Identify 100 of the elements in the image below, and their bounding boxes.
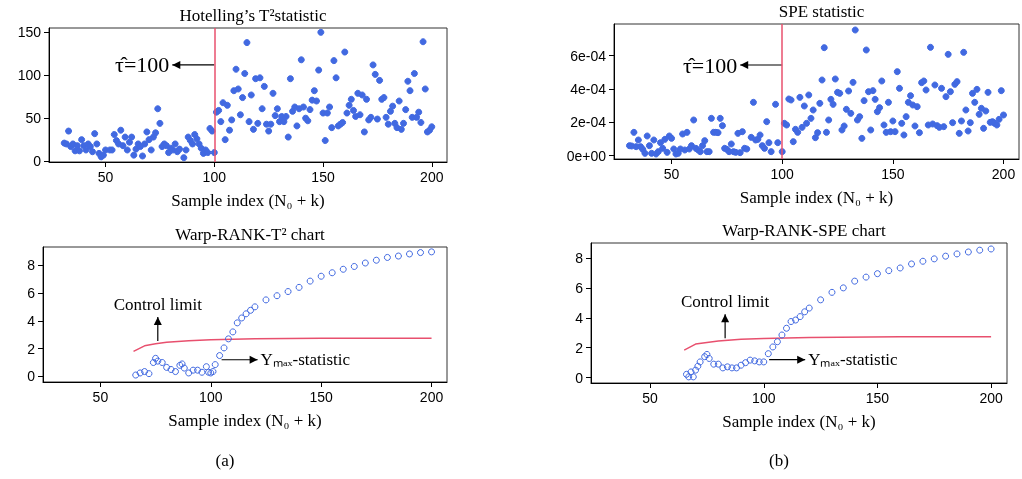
x-tick-label: 200 bbox=[419, 389, 444, 405]
point bbox=[154, 357, 162, 365]
annotation: Yₘₐₓ-statistic bbox=[808, 350, 899, 370]
point bbox=[141, 368, 149, 376]
x-tick-label: 150 bbox=[309, 389, 334, 405]
point bbox=[773, 338, 781, 346]
point bbox=[233, 319, 241, 327]
y-tick-label: 6 bbox=[575, 279, 584, 296]
point bbox=[202, 363, 210, 371]
y-tick-label: 4e-04 bbox=[570, 81, 607, 97]
point bbox=[728, 364, 736, 372]
point bbox=[783, 324, 790, 332]
x-tick-label: 200 bbox=[991, 166, 1016, 182]
y-tick-label: 8 bbox=[27, 257, 36, 274]
y-tick-label: 8 bbox=[575, 249, 584, 266]
y-tick-label: 2 bbox=[27, 340, 36, 357]
point bbox=[682, 370, 690, 378]
x-tick-label: 100 bbox=[202, 169, 227, 185]
point bbox=[428, 248, 436, 256]
point bbox=[339, 265, 347, 273]
point bbox=[792, 316, 800, 324]
point bbox=[328, 269, 336, 277]
point bbox=[152, 354, 160, 362]
y-tick-label: 50 bbox=[25, 110, 42, 127]
point bbox=[198, 368, 206, 376]
point bbox=[701, 353, 709, 361]
point bbox=[238, 314, 246, 322]
point bbox=[180, 364, 188, 372]
y-tick-label: 2e-04 bbox=[570, 114, 607, 131]
chart-title: Warp-RANK-T² chart bbox=[175, 225, 326, 244]
line-series bbox=[132, 337, 433, 353]
point bbox=[801, 308, 809, 316]
point bbox=[719, 364, 727, 372]
point bbox=[942, 252, 950, 260]
point bbox=[163, 363, 171, 371]
y-tick-label: 100 bbox=[17, 67, 42, 84]
point bbox=[251, 303, 259, 311]
point bbox=[746, 356, 754, 364]
point bbox=[211, 361, 219, 369]
line-series bbox=[683, 335, 992, 351]
point bbox=[723, 363, 731, 371]
point bbox=[194, 366, 202, 374]
point bbox=[216, 352, 224, 360]
point bbox=[361, 259, 369, 267]
point bbox=[737, 361, 745, 369]
point bbox=[828, 288, 836, 296]
chart-title: Hotelling’s T²statistic bbox=[179, 6, 327, 25]
point bbox=[705, 354, 713, 362]
annotation: τ̂=100 bbox=[682, 52, 738, 78]
point bbox=[873, 270, 881, 278]
point bbox=[145, 370, 153, 378]
y-tick-label: 0 bbox=[33, 153, 42, 170]
point bbox=[817, 296, 825, 304]
point bbox=[317, 272, 325, 280]
point bbox=[694, 362, 702, 370]
x-tick-label: 200 bbox=[420, 169, 444, 185]
point bbox=[760, 358, 768, 366]
point bbox=[710, 360, 718, 368]
x-tick-label: 100 bbox=[770, 166, 795, 182]
annotation: Yₘₐₓ-statistic bbox=[260, 350, 351, 370]
x-axis-title: Sample index (N₀ + k) bbox=[722, 412, 876, 431]
point bbox=[136, 369, 144, 377]
point bbox=[185, 369, 193, 377]
y-tick-label: 0 bbox=[575, 369, 584, 386]
point bbox=[132, 371, 140, 379]
point bbox=[839, 284, 847, 292]
x-tick-label: 50 bbox=[663, 166, 680, 182]
point bbox=[732, 364, 740, 372]
point bbox=[229, 328, 237, 336]
annotation: Control limit bbox=[680, 292, 770, 312]
point bbox=[796, 313, 804, 321]
point bbox=[242, 310, 250, 318]
point bbox=[383, 253, 391, 261]
point bbox=[284, 288, 292, 296]
point bbox=[703, 350, 711, 358]
point bbox=[692, 366, 700, 374]
point bbox=[417, 249, 425, 257]
point bbox=[885, 267, 893, 275]
point bbox=[689, 373, 697, 381]
y-tick-label: 150 bbox=[17, 24, 42, 41]
point bbox=[696, 358, 704, 366]
x-tick-label: 100 bbox=[199, 389, 223, 405]
point bbox=[862, 273, 870, 281]
annotation: τ̂=100 bbox=[115, 52, 170, 78]
x-tick-label: 50 bbox=[92, 389, 109, 405]
point bbox=[714, 360, 722, 368]
x-tick-label: 50 bbox=[97, 169, 114, 185]
point bbox=[224, 335, 232, 343]
point bbox=[751, 357, 759, 365]
y-tick-label: 4 bbox=[575, 309, 584, 326]
x-tick-label: 200 bbox=[979, 390, 1003, 406]
point bbox=[405, 250, 413, 258]
y-tick-label: 0 bbox=[27, 368, 36, 385]
point bbox=[247, 306, 255, 314]
point bbox=[295, 283, 303, 291]
point bbox=[158, 359, 166, 367]
point bbox=[189, 366, 197, 374]
point bbox=[262, 296, 270, 304]
point bbox=[787, 318, 795, 326]
point bbox=[167, 365, 175, 373]
